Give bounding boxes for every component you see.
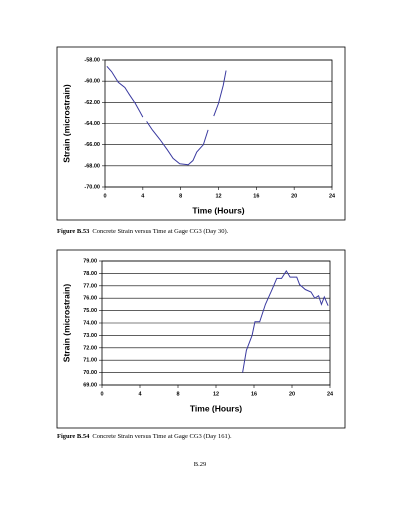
- y-tick-label: -60.00: [84, 79, 100, 85]
- x-tick-label: 0: [103, 193, 106, 199]
- data-line: [242, 269, 329, 373]
- caption: Figure B.54 Concrete Strain versus Time a…: [57, 433, 232, 440]
- y-tick-label: 73.00: [83, 333, 97, 339]
- y-tick-label: -58.00: [84, 57, 100, 63]
- page-number: B.29: [193, 461, 207, 468]
- x-tick-label: 8: [176, 391, 179, 397]
- x-tick-label: 0: [100, 391, 103, 397]
- y-tick-label: 77.00: [83, 283, 97, 289]
- x-axis-title: Time (Hours): [190, 403, 242, 413]
- y-tick-label: 69.00: [83, 382, 97, 388]
- y-tick-label: 78.00: [83, 271, 97, 277]
- y-tick-label: -66.00: [84, 142, 100, 148]
- y-tick-label: 76.00: [83, 296, 97, 302]
- y-tick-label: -62.00: [84, 100, 100, 106]
- x-tick-label: 24: [329, 193, 336, 199]
- x-tick-label: 4: [141, 193, 145, 199]
- y-tick-label: 75.00: [83, 308, 97, 314]
- y-tick-label: 74.00: [83, 320, 97, 326]
- caption-label: Figure B.53: [57, 228, 90, 235]
- x-tick-label: 16: [253, 193, 259, 199]
- x-tick-label: 8: [179, 193, 182, 199]
- y-axis-title: Strain (microstrain): [61, 284, 71, 363]
- x-tick-label: 16: [251, 391, 257, 397]
- x-axis-title: Time (Hours): [192, 205, 244, 215]
- x-tick-label: 20: [291, 193, 297, 199]
- y-tick-label: 71.00: [83, 358, 97, 364]
- caption: Figure B.53 Concrete Strain versus Time a…: [57, 228, 228, 235]
- y-tick-label: -64.00: [84, 121, 100, 127]
- x-tick-label: 24: [327, 391, 334, 397]
- y-tick-label: -68.00: [84, 163, 100, 169]
- y-tick-label: 79.00: [83, 258, 97, 264]
- caption-text: Concrete Strain versus Time at Gage CG3 …: [92, 433, 232, 440]
- data-line: [106, 66, 227, 166]
- caption-text: Concrete Strain versus Time at Gage CG3 …: [92, 228, 229, 235]
- y-tick-label: -70.00: [84, 184, 100, 190]
- caption-label: Figure B.54: [57, 433, 90, 440]
- y-axis-title: Strain (microstrain): [61, 84, 71, 163]
- y-tick-label: 70.00: [83, 370, 97, 376]
- x-tick-label: 20: [289, 391, 295, 397]
- x-tick-label: 12: [215, 193, 221, 199]
- x-tick-label: 4: [138, 391, 142, 397]
- x-tick-label: 12: [213, 391, 219, 397]
- y-tick-label: 72.00: [83, 345, 97, 351]
